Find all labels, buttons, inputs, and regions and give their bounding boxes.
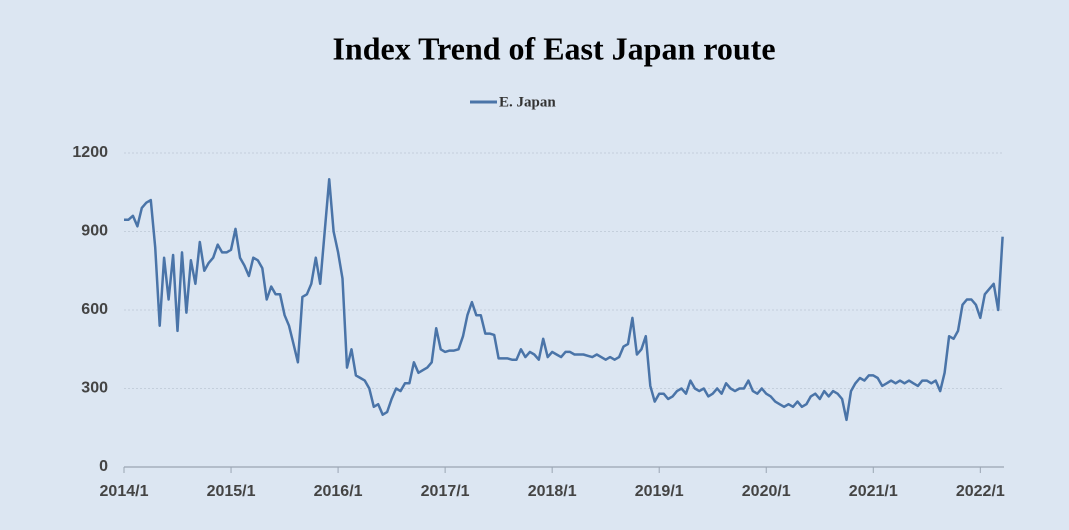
- x-tick-label: 2018/1: [528, 483, 577, 500]
- x-tick-label: 2016/1: [314, 483, 363, 500]
- x-tick-label: 2021/1: [849, 483, 898, 500]
- x-tick-label: 2015/1: [207, 483, 256, 500]
- data-line: [124, 177, 1004, 422]
- y-tick-label: 0: [99, 458, 108, 475]
- y-tick-label: 600: [81, 301, 108, 318]
- x-tick-label: 2019/1: [635, 483, 684, 500]
- y-tick-label: 300: [81, 380, 108, 397]
- chart-title: Index Trend of East Japan route: [332, 30, 775, 66]
- x-tick-label: 2020/1: [742, 483, 791, 500]
- x-tick-label: 2017/1: [421, 483, 470, 500]
- legend-label: E. Japan: [499, 94, 556, 110]
- x-tick-label: 2014/1: [100, 483, 149, 500]
- y-tick-label: 1200: [72, 144, 108, 161]
- y-tick-label: 900: [81, 223, 108, 240]
- x-tick-label: 2022/1: [956, 483, 1005, 500]
